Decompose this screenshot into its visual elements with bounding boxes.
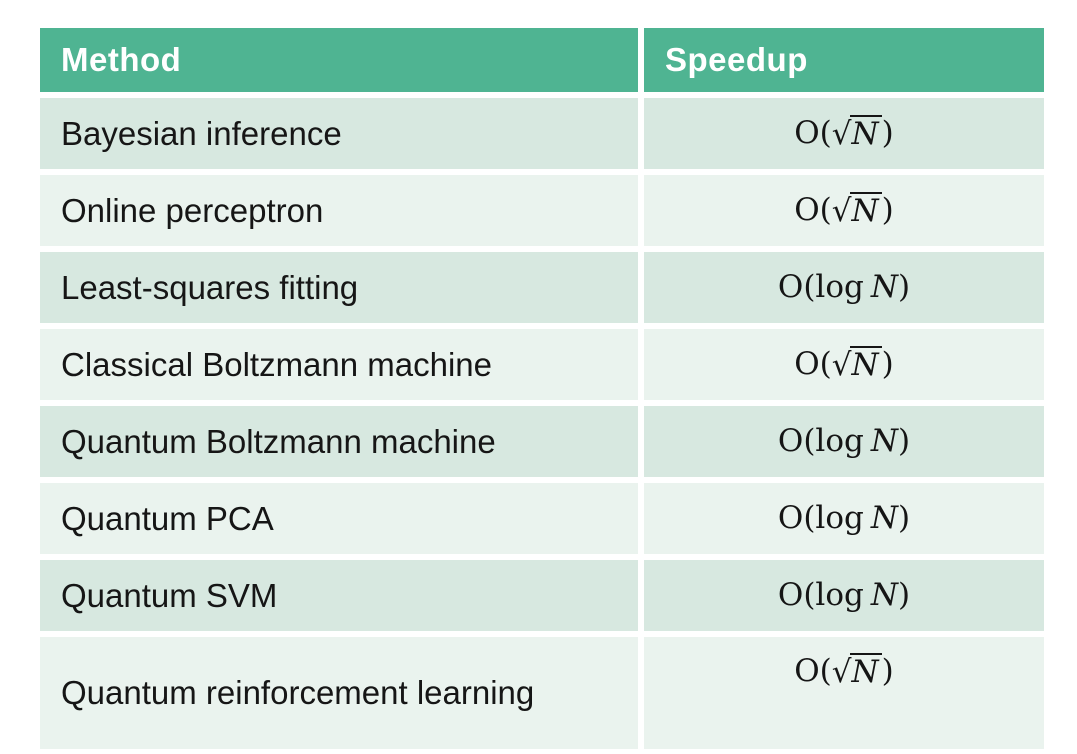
- formula-suffix: ): [881, 115, 894, 152]
- formula-prefix: O(: [794, 115, 832, 152]
- formula-argument: N: [870, 422, 898, 459]
- formula-suffix: ): [881, 346, 894, 383]
- formula-suffix: ): [881, 653, 894, 689]
- table-row-method-cell: Quantum PCA: [40, 483, 638, 554]
- speedup-formula: O(log N): [778, 423, 910, 460]
- formula-prefix: O(: [794, 653, 832, 689]
- speedup-formula: O(log N): [778, 269, 910, 306]
- formula-suffix: ): [897, 576, 911, 613]
- radical-sign: √: [831, 116, 852, 153]
- formula-suffix: ): [897, 422, 911, 459]
- radical-vinculum: N: [849, 115, 882, 153]
- formula-prefix: O(: [794, 192, 832, 229]
- speedup-formula: O(√N): [794, 652, 894, 690]
- method-label: Online perceptron: [61, 191, 324, 229]
- speedup-formula: O(√N): [794, 345, 894, 383]
- speedup-formula: O(√N): [794, 191, 894, 229]
- formula-argument: N: [870, 499, 898, 536]
- log-function: log: [815, 499, 864, 536]
- formula-suffix: ): [881, 192, 894, 229]
- formula-prefix: O(: [777, 499, 816, 536]
- column-header-method: Method: [40, 28, 638, 92]
- method-label: Least-squares fitting: [61, 268, 359, 306]
- formula-argument: N: [870, 268, 898, 305]
- formula-suffix: ): [897, 499, 911, 536]
- method-label: Quantum SVM: [61, 576, 278, 614]
- table-row-speedup-cell: O(√N): [644, 175, 1044, 246]
- formula-argument: N: [851, 193, 879, 230]
- speedup-formula: O(√N): [794, 114, 894, 152]
- table-row-method-cell: Online perceptron: [40, 175, 638, 246]
- formula-argument: N: [851, 116, 879, 153]
- methods-speedup-table: Method Speedup Bayesian inference O(√N) On…: [40, 28, 1044, 749]
- formula-prefix: O(: [794, 346, 832, 383]
- table-row-method-cell: Quantum SVM: [40, 560, 638, 631]
- table-row-speedup-cell: O(log N): [644, 406, 1044, 477]
- radical-sign: √: [831, 654, 852, 690]
- speedup-formula: O(log N): [778, 577, 910, 614]
- method-label: Bayesian inference: [61, 114, 342, 152]
- radical-vinculum: N: [849, 346, 882, 384]
- formula-prefix: O(: [777, 422, 816, 459]
- method-label: Quantum Boltzmann machine: [61, 422, 496, 460]
- method-label: Quantum reinforcement learning: [61, 674, 535, 712]
- table-row-speedup-cell: O(log N): [644, 252, 1044, 323]
- radical-vinculum: N: [849, 653, 882, 691]
- formula-argument: N: [851, 654, 879, 690]
- column-header-speedup-label: Speedup: [665, 41, 808, 78]
- table-row-method-cell: Classical Boltzmann machine: [40, 329, 638, 400]
- column-header-speedup: Speedup: [644, 28, 1044, 92]
- table-row-speedup-cell: O(log N): [644, 483, 1044, 554]
- log-function: log: [815, 268, 864, 305]
- table-row-speedup-cell: O(√N): [644, 329, 1044, 400]
- formula-argument: N: [851, 347, 879, 384]
- table-row-method-cell: Bayesian inference: [40, 98, 638, 169]
- log-function: log: [815, 422, 864, 459]
- table-row-speedup-cell: O(√N): [644, 98, 1044, 169]
- formula-prefix: O(: [777, 268, 816, 305]
- method-label: Classical Boltzmann machine: [61, 345, 493, 383]
- formula-argument: N: [870, 576, 898, 613]
- table-row-method-cell: Quantum reinforcement learning: [40, 637, 638, 749]
- formula-suffix: ): [897, 268, 911, 305]
- table-row-method-cell: Quantum Boltzmann machine: [40, 406, 638, 477]
- table-row-method-cell: Least-squares fitting: [40, 252, 638, 323]
- radical-sign: √: [831, 193, 852, 230]
- log-function: log: [815, 576, 864, 613]
- table-row-speedup-cell: O(log N): [644, 560, 1044, 631]
- speedup-formula: O(log N): [778, 500, 910, 537]
- formula-prefix: O(: [777, 576, 816, 613]
- column-header-method-label: Method: [61, 41, 182, 78]
- radical-sign: √: [831, 347, 852, 384]
- table-row-speedup-cell: O(√N): [644, 637, 1044, 749]
- method-label: Quantum PCA: [61, 499, 274, 537]
- radical-vinculum: N: [849, 192, 882, 230]
